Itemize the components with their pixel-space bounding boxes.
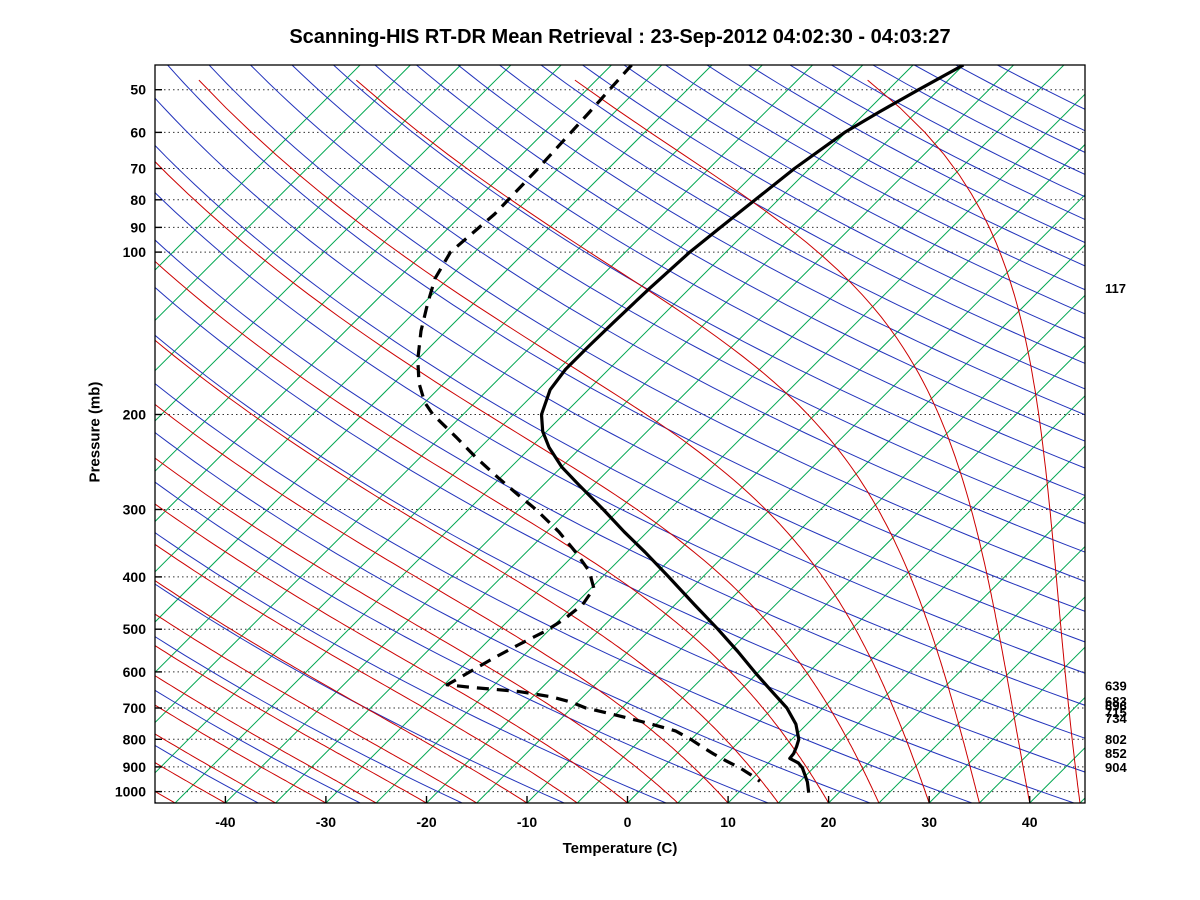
temperature-tick-label: -10 xyxy=(517,814,537,830)
temperature-tick-label: 0 xyxy=(624,814,632,830)
pressure-tick-label: 1000 xyxy=(115,784,146,800)
temperature-tick-label: 10 xyxy=(720,814,736,830)
temperature-tick-label: -20 xyxy=(416,814,436,830)
pressure-gridlines xyxy=(155,89,1085,793)
pressure-tick-label: 600 xyxy=(123,664,147,680)
y-axis-title: Pressure (mb) xyxy=(86,381,104,483)
pressure-tick-label: 80 xyxy=(130,192,146,208)
pressure-tick-label: 200 xyxy=(123,407,147,423)
pressure-tick-label: 800 xyxy=(123,731,147,747)
plot-border xyxy=(154,64,1086,804)
temperature-tick-label: 20 xyxy=(821,814,837,830)
tick-labels: 5060708090100200300400500600700800900100… xyxy=(115,82,1038,830)
pressure-tick-label: 300 xyxy=(123,502,147,518)
right-pressure-label: 715 xyxy=(1105,705,1127,720)
isotherms xyxy=(155,65,1085,803)
pressure-tick-label: 50 xyxy=(130,82,146,98)
pressure-tick-label: 700 xyxy=(123,700,147,716)
pressure-tick-label: 100 xyxy=(123,244,147,260)
dry-adiabats xyxy=(155,65,1085,803)
pressure-tick-label: 70 xyxy=(130,161,146,177)
right-pressure-label: 904 xyxy=(1105,760,1127,775)
right-pressure-label: 696 xyxy=(1105,699,1127,714)
pressure-tick-label: 900 xyxy=(123,759,147,775)
temperature-tick-label: 40 xyxy=(1022,814,1038,830)
right-pressure-label: 639 xyxy=(1105,679,1127,694)
pressure-tick-label: 500 xyxy=(123,621,147,637)
right-pressure-label: 802 xyxy=(1105,732,1127,747)
right-pressure-label: 734 xyxy=(1105,711,1127,726)
pressure-tick-label: 60 xyxy=(130,124,146,140)
pressure-tick-label: 400 xyxy=(123,569,147,585)
right-pressure-label: 852 xyxy=(1105,746,1127,761)
right-pressure-label: 683 xyxy=(1105,694,1127,709)
temperature-tick-label: -40 xyxy=(215,814,235,830)
x-axis-title: Temperature (C) xyxy=(562,840,678,857)
pressure-tick-label: 90 xyxy=(130,219,146,235)
temperature-tick-label: -30 xyxy=(316,814,336,830)
moist-adiabats xyxy=(155,79,1081,803)
temperature-curve xyxy=(539,65,965,793)
temperature-tick-label: 30 xyxy=(921,814,937,830)
right-pressure-label: 117 xyxy=(1105,281,1126,296)
axis-ticks xyxy=(155,88,1031,803)
chart-title: Scanning-HIS RT-DR Mean Retrieval : 23-S… xyxy=(289,26,951,48)
dewpoint-curve xyxy=(416,65,761,783)
